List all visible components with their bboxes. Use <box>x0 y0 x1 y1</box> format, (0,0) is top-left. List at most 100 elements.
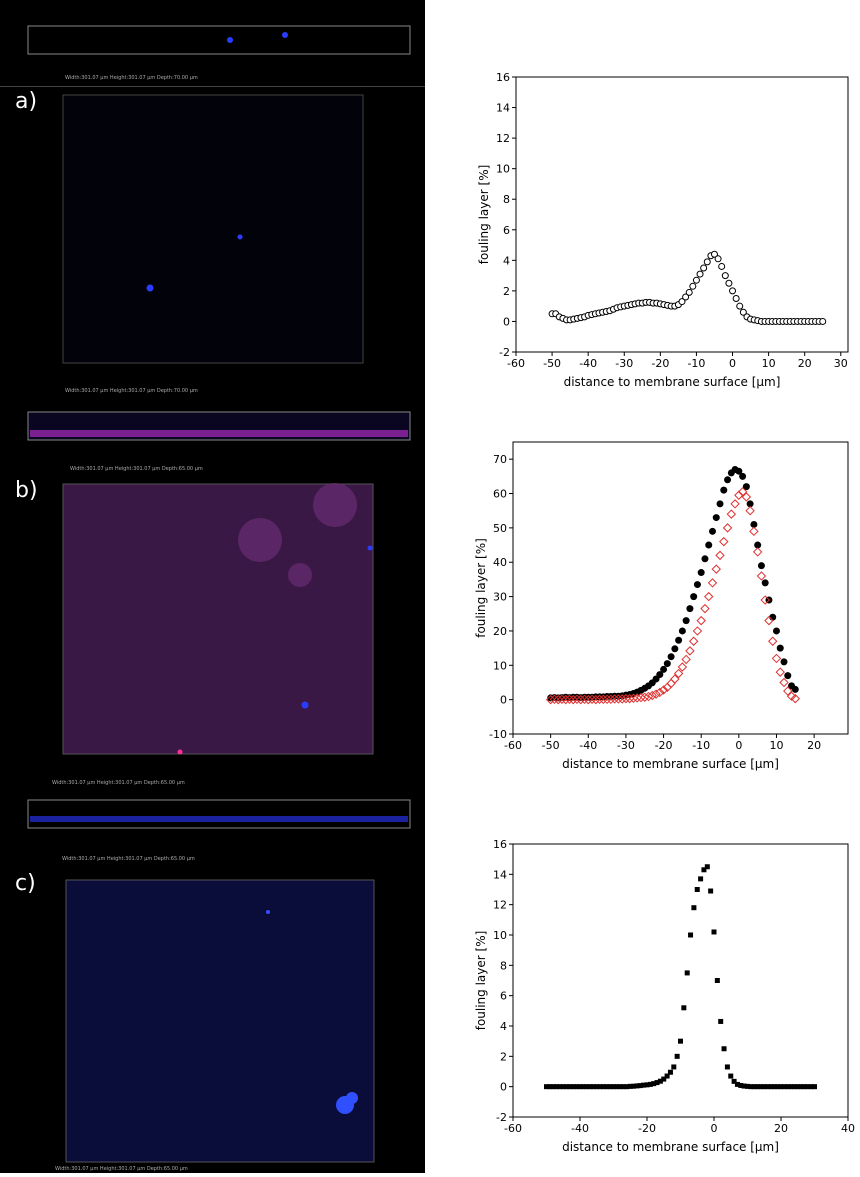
x-tick-label: -20 <box>638 1122 656 1135</box>
y-tick-label: 40 <box>493 556 507 569</box>
point <box>557 694 567 705</box>
point <box>606 694 616 705</box>
point <box>591 694 601 705</box>
point <box>692 626 703 636</box>
point <box>636 692 646 703</box>
point <box>750 520 758 528</box>
x-tick-label: 0 <box>735 739 742 752</box>
point <box>617 1084 623 1090</box>
caption: Width:301.07 µm Height:301.07 µm Depth:7… <box>65 388 198 394</box>
x-tick-label: 20 <box>807 739 821 752</box>
x-tick-label: -30 <box>617 739 635 752</box>
point <box>737 487 748 497</box>
plot-frame <box>512 843 849 1118</box>
point <box>714 978 720 983</box>
x-tick-label: -10 <box>687 357 705 370</box>
point <box>761 1084 767 1090</box>
x-tick-label: -60 <box>507 357 525 370</box>
point <box>696 270 704 278</box>
blob <box>313 483 357 527</box>
point <box>700 264 708 272</box>
point <box>784 672 792 680</box>
point <box>604 1084 610 1090</box>
y-tick-label: 50 <box>493 522 507 535</box>
x-tick-label: -40 <box>579 357 597 370</box>
point <box>779 677 789 688</box>
point <box>718 1018 724 1024</box>
point <box>544 1084 549 1090</box>
point <box>690 593 698 601</box>
plot-frame <box>515 76 849 353</box>
y-tick-label: 8 <box>503 193 510 206</box>
point <box>673 668 684 679</box>
image-frame <box>62 483 374 755</box>
strip-layer <box>30 816 408 822</box>
point <box>791 1084 797 1090</box>
x-tick-label: 10 <box>762 357 776 370</box>
point <box>712 514 720 522</box>
point <box>788 1084 794 1090</box>
point <box>746 500 754 508</box>
panel-label: a) <box>15 89 37 114</box>
point <box>730 499 740 509</box>
point <box>594 694 605 705</box>
spot <box>367 545 373 551</box>
y-tick-label: -10 <box>489 728 507 741</box>
point <box>751 1084 757 1090</box>
point <box>658 685 669 695</box>
point <box>724 1064 730 1070</box>
point <box>667 653 675 661</box>
point <box>780 658 788 666</box>
point <box>711 564 721 574</box>
x-tick-label: -10 <box>692 739 710 752</box>
y-tick-label: -2 <box>499 346 510 359</box>
spot <box>237 234 243 240</box>
y-tick-label: 70 <box>493 453 507 466</box>
strip-frame <box>27 25 411 55</box>
point <box>728 1073 734 1079</box>
x-tick-label: -20 <box>655 739 673 752</box>
point <box>692 276 700 284</box>
point <box>704 591 714 602</box>
point <box>686 605 694 613</box>
point <box>681 1005 687 1011</box>
point <box>768 1084 774 1090</box>
point <box>693 581 701 589</box>
x-axis-label: distance to membrane surface [µm] <box>564 375 781 389</box>
point <box>667 1069 673 1075</box>
point <box>749 526 759 537</box>
point <box>560 694 571 705</box>
x-tick-label: -40 <box>571 1122 589 1135</box>
point <box>572 694 582 705</box>
plot-frame <box>512 441 849 735</box>
image-frame <box>65 879 375 1163</box>
point <box>609 694 620 704</box>
y-tick-label: -2 <box>496 1111 507 1124</box>
point <box>761 579 769 587</box>
point <box>607 1084 613 1090</box>
point <box>567 1084 573 1090</box>
point <box>627 1083 633 1089</box>
point <box>742 483 750 491</box>
point <box>670 674 680 684</box>
point <box>602 694 612 705</box>
x-tick-label: 20 <box>798 357 812 370</box>
point <box>674 1053 680 1059</box>
point <box>736 302 744 310</box>
point <box>685 288 693 296</box>
strip-layer <box>30 430 408 437</box>
y-tick-label: 14 <box>493 868 507 881</box>
point <box>738 1082 744 1088</box>
point <box>628 693 639 703</box>
caption: Width:301.07 µm Height:301.07 µm Depth:6… <box>55 1166 188 1172</box>
point <box>688 636 699 646</box>
point <box>754 541 762 549</box>
caption: Width:301.07 µm Height:301.07 µm Depth:7… <box>65 75 198 81</box>
x-tick-label: 0 <box>711 1122 718 1135</box>
y-tick-label: 4 <box>500 1020 507 1033</box>
point <box>771 653 782 664</box>
point <box>675 636 683 644</box>
x-tick-label: -60 <box>504 1122 522 1135</box>
point <box>760 595 770 605</box>
